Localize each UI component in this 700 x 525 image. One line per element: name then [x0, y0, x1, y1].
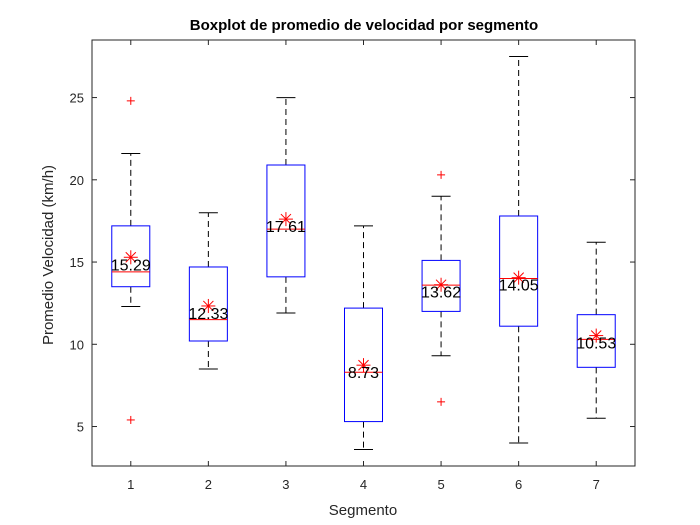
box-group: 10.53: [576, 241, 616, 419]
mean-stroke: [358, 359, 369, 371]
box-group: 15.29: [111, 96, 151, 424]
y-tick-label: 15: [70, 255, 84, 270]
mean-stroke: [280, 213, 292, 225]
outlier-point: [437, 170, 446, 179]
mean-marker: [201, 298, 216, 313]
y-tick-label: 5: [77, 420, 84, 435]
x-tick-label: 2: [205, 477, 212, 492]
outlier-point: [126, 96, 135, 105]
mean-marker: [511, 270, 526, 285]
mean-value-label: 10.53: [576, 336, 616, 353]
mean-marker: [356, 358, 371, 373]
mean-marker: [434, 277, 449, 292]
box-group: 14.05: [499, 55, 539, 444]
x-tick-label: 3: [282, 477, 289, 492]
box-iqr: [576, 314, 616, 368]
chart-title: Boxplot de promedio de velocidad por seg…: [190, 17, 538, 34]
plot-area: 15.29 12.33 17.61 8.73 13.62 14.05 10.53: [111, 55, 616, 451]
box-group: 12.33: [188, 212, 228, 370]
y-tick-label: 20: [70, 173, 84, 188]
mean-value-label: 13.62: [421, 285, 461, 302]
x-axis-label: Segmento: [329, 502, 397, 519]
box-iqr: [343, 307, 384, 423]
mean-stroke: [513, 272, 525, 284]
mean-stroke: [202, 300, 214, 312]
x-tick-label: 7: [593, 477, 600, 492]
y-axis-label: Promedio Velocidad (km/h): [40, 165, 57, 345]
x-tick-label: 1: [127, 477, 134, 492]
box-group: 8.73: [343, 225, 384, 451]
mean-value-label: 14.05: [499, 278, 539, 295]
mean-stroke: [590, 330, 602, 341]
y-tick-label: 25: [70, 91, 84, 106]
box-iqr: [111, 225, 151, 288]
axes: 5 10 15 20 25 1 2 3 4 5 6 7: [70, 39, 636, 492]
mean-value-label: 17.61: [266, 219, 306, 236]
mean-value-label: 12.33: [188, 306, 228, 323]
y-tick-label: 10: [70, 337, 84, 352]
box-group: 13.62: [421, 170, 461, 406]
mean-marker: [589, 328, 604, 343]
mean-marker: [123, 250, 138, 265]
mean-stroke: [125, 251, 137, 263]
outlier-point: [126, 415, 135, 424]
x-tick-label: 6: [515, 477, 522, 492]
mean-value-label: 8.73: [348, 365, 379, 382]
box-iqr: [266, 164, 306, 278]
x-tick-label: 5: [437, 477, 444, 492]
box-iqr: [188, 266, 228, 342]
box-group: 17.61: [266, 97, 306, 314]
x-tick-label: 4: [360, 477, 367, 492]
box-iqr: [421, 259, 461, 312]
mean-marker: [278, 212, 293, 227]
outlier-point: [437, 397, 446, 406]
box-iqr: [499, 215, 539, 327]
mean-stroke: [435, 279, 447, 291]
mean-value-label: 15.29: [111, 257, 151, 274]
